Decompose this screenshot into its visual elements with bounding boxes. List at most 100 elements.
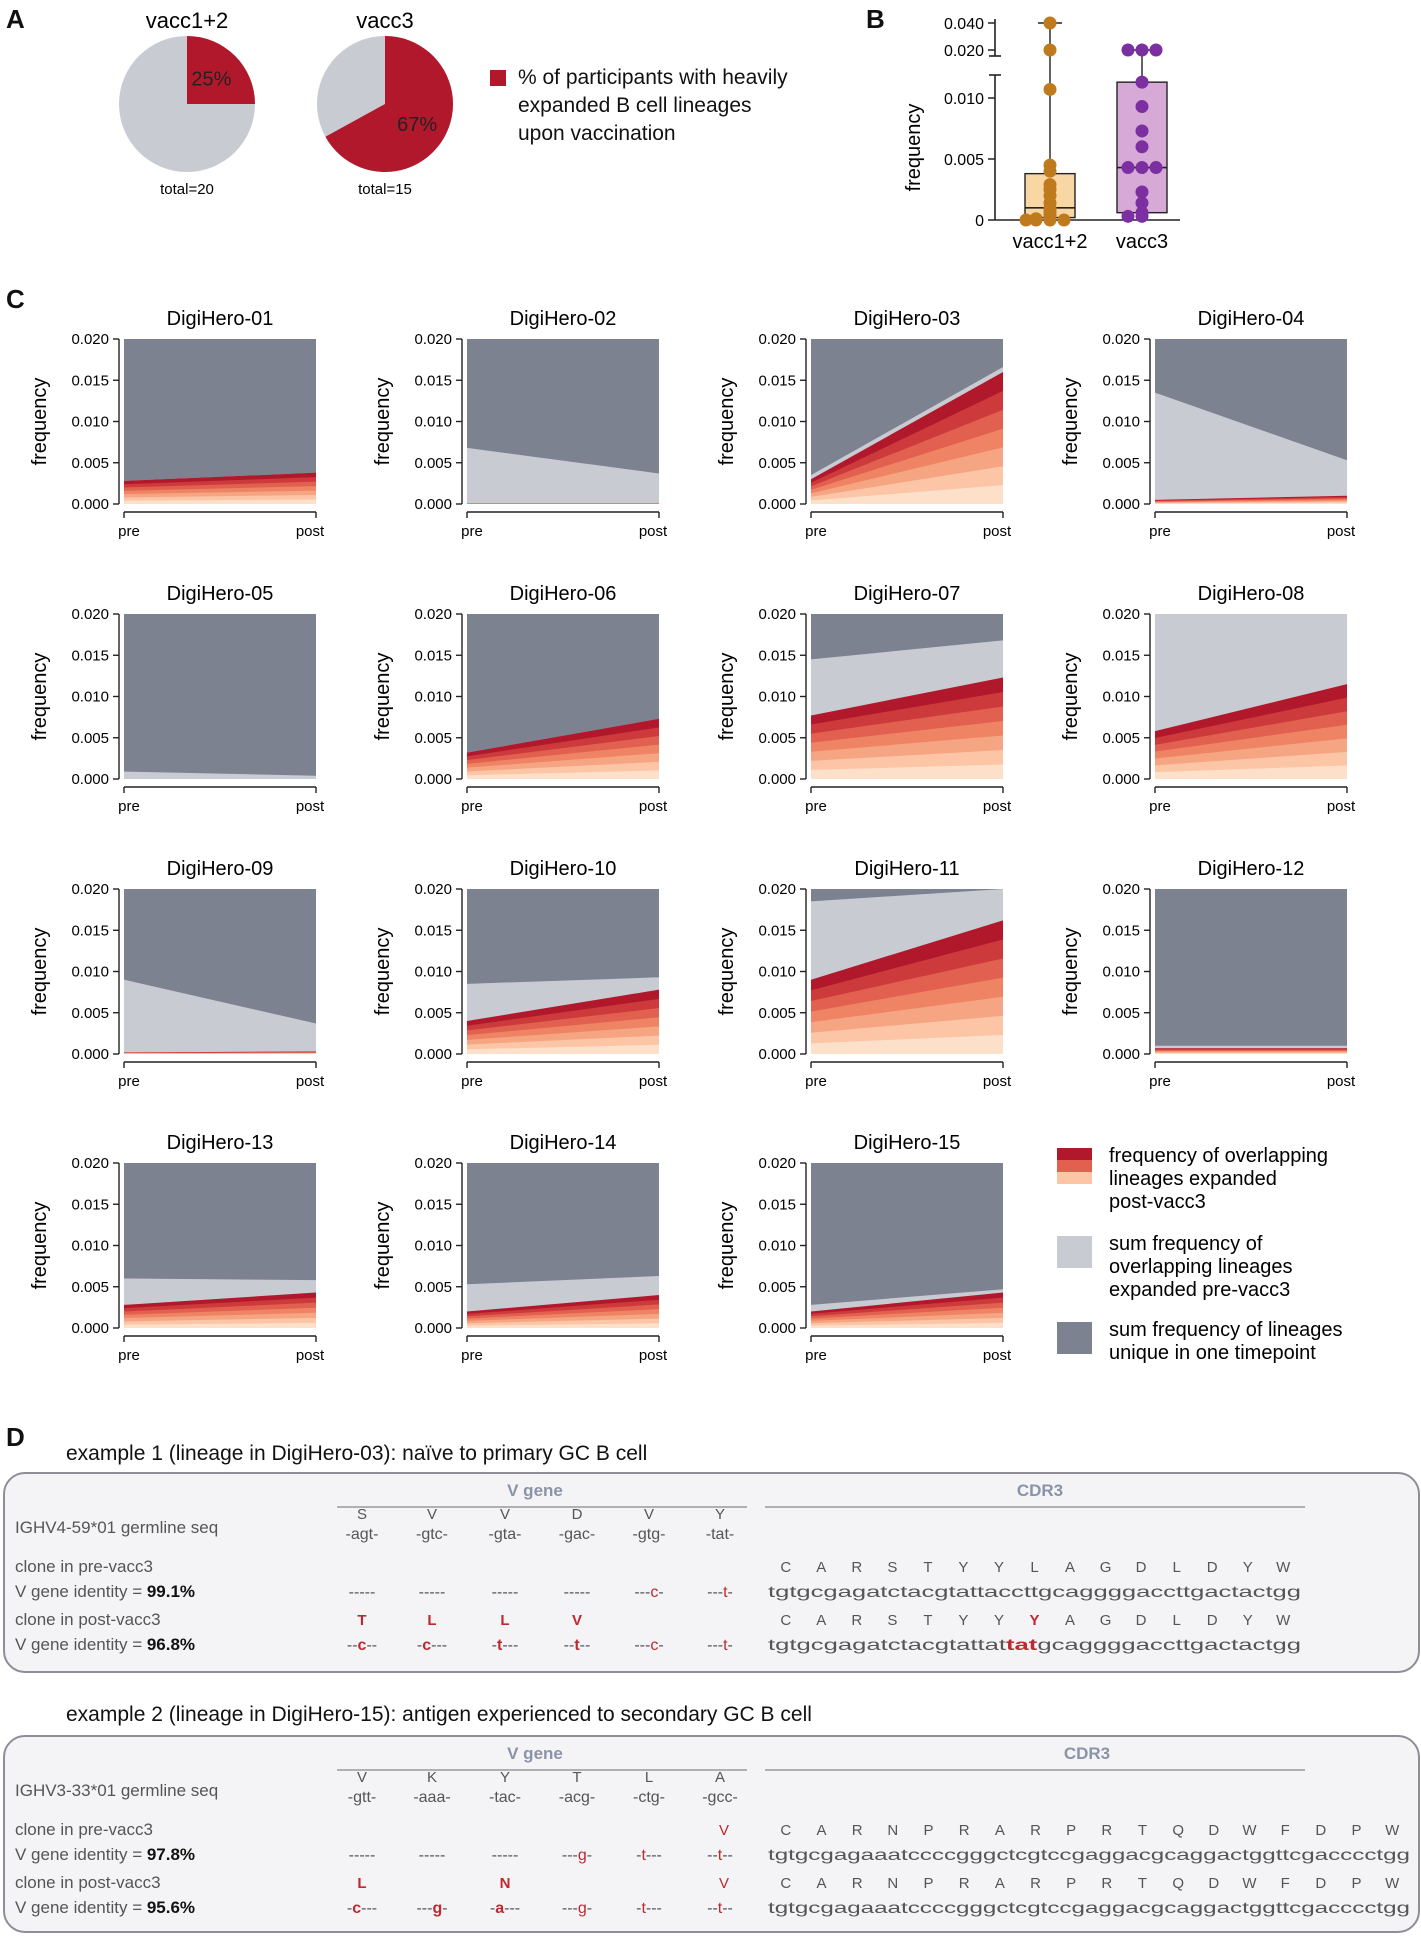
cdr3-aa: D (1315, 1822, 1326, 1839)
x-tick-label: post (296, 1073, 325, 1090)
cdr3-aa: S (887, 1559, 897, 1576)
cdr3-aa: A (816, 1559, 826, 1576)
x-tick-label: post (983, 1073, 1012, 1090)
y-tick-label: 0.010 (71, 414, 109, 431)
cdr3-aa: T (1138, 1822, 1147, 1839)
germline-codon: -tat- (706, 1526, 734, 1543)
germline-aa: Y (500, 1769, 510, 1786)
v-codon: ----- (419, 1584, 446, 1601)
germline-codon: -agt- (346, 1526, 379, 1543)
v-codon: -t--- (636, 1900, 662, 1917)
legend-swatch-red (1057, 1172, 1092, 1184)
y-tick-label: 0.010 (414, 414, 452, 431)
subplot-digihero-11: DigiHero-110.0000.0050.0100.0150.020freq… (716, 858, 1012, 1090)
data-point (1136, 124, 1149, 137)
y-axis-label: frequency (372, 653, 394, 741)
y-tick-label: 0.005 (758, 730, 796, 747)
y-tick-label: 0.020 (944, 43, 984, 60)
y-tick-label: 0.005 (758, 455, 796, 472)
v-codon: --t-- (707, 1900, 733, 1917)
data-point (1136, 140, 1149, 153)
v-gene-header: V gene (507, 1744, 563, 1763)
legend-label: unique in one timepoint (1109, 1342, 1316, 1364)
y-tick-label: 0.020 (414, 331, 452, 348)
x-tick-label: post (296, 798, 325, 815)
x-tick-label: pre (118, 1347, 140, 1364)
subplot-digihero-01: DigiHero-010.0000.0050.0100.0150.020freq… (29, 308, 325, 540)
cdr3-aa: A (995, 1875, 1005, 1892)
cdr3-aa: P (1351, 1822, 1361, 1839)
y-tick-label: 0.010 (1102, 689, 1140, 706)
x-tick-label: pre (805, 798, 827, 815)
y-tick-label: 0.020 (758, 1155, 796, 1172)
cdr3-aa: Y (958, 1612, 968, 1629)
v-gene-header: V gene (507, 1481, 563, 1500)
germline-codon: -gtt- (348, 1789, 376, 1806)
data-point (1058, 214, 1071, 227)
example1-title: example 1 (lineage in DigiHero-03): naïv… (66, 1442, 647, 1466)
pre-identity: V gene identity = 97.8% (15, 1845, 195, 1864)
germline-aa: V (644, 1506, 654, 1523)
germline-codon: -gtg- (633, 1526, 666, 1543)
subplot-title: DigiHero-11 (854, 858, 959, 880)
cdr3-aa: P (923, 1875, 933, 1892)
y-tick-label: 0.020 (414, 606, 452, 623)
x-tick-label: post (296, 523, 325, 540)
x-tick-label: pre (805, 523, 827, 540)
post-label: clone in post-vacc3 (15, 1873, 161, 1892)
cdr3-aa: R (1030, 1822, 1041, 1839)
v-codon: -a--- (490, 1900, 520, 1917)
x-tick-label: pre (805, 1073, 827, 1090)
cdr3-aa: L (1172, 1612, 1180, 1629)
cdr3-aa: D (1208, 1822, 1219, 1839)
germline-codon: -gac- (559, 1526, 595, 1543)
germline-label: IGHV4-59*01 germline seq (15, 1518, 218, 1537)
x-tick-label: pre (1149, 1073, 1171, 1090)
legend-label: lineages expanded (1109, 1168, 1277, 1190)
cdr3-aa: W (1276, 1559, 1291, 1576)
y-tick-label: 0.000 (414, 771, 452, 788)
y-axis-label: frequency (716, 1202, 738, 1290)
cdr3-aa: N (887, 1822, 898, 1839)
y-tick-label: 0.015 (758, 1196, 796, 1213)
germline-codon: -ctg- (633, 1789, 665, 1806)
y-tick-label: 0.015 (414, 922, 452, 939)
y-axis-label: frequency (29, 378, 51, 466)
y-tick-label: 0.005 (1102, 1005, 1140, 1022)
legend-swatch-light (1057, 1236, 1092, 1268)
cdr3-nt: tgtgcgagaaatccccgggctcgtccgaggacgcaggact… (768, 1900, 1410, 1917)
germline-label: IGHV3-33*01 germline seq (15, 1781, 218, 1800)
subplot-title: DigiHero-03 (854, 308, 961, 330)
x-tick-label: pre (1149, 798, 1171, 815)
cdr3-aa: A (816, 1875, 826, 1892)
cdr3-aa: C (780, 1559, 791, 1576)
germline-aa: V (357, 1769, 367, 1786)
x-tick-label: post (1327, 798, 1356, 815)
y-tick-label: 0.010 (414, 1238, 452, 1255)
y-tick-label: 0.000 (71, 771, 109, 788)
subplot-digihero-08: DigiHero-080.0000.0050.0100.0150.020freq… (1060, 583, 1356, 815)
cdr3-nt: tgtgcgagatctacgtattaccttgcaggggaccttgact… (768, 1584, 1301, 1601)
germline-aa: D (572, 1506, 583, 1523)
subplot-title: DigiHero-09 (167, 858, 274, 880)
y-tick-label: 0.015 (414, 647, 452, 664)
y-tick-label: 0.020 (71, 331, 109, 348)
cdr3-aa: Q (1172, 1822, 1184, 1839)
x-tick-label: post (639, 523, 668, 540)
y-axis-label: frequency (1060, 653, 1082, 741)
pie-caption: total=15 (358, 181, 412, 198)
y-tick-label: 0.005 (414, 455, 452, 472)
subplot-digihero-09: DigiHero-090.0000.0050.0100.0150.020freq… (29, 858, 325, 1090)
y-axis-label: frequency (29, 1202, 51, 1290)
y-tick-label: 0.015 (414, 372, 452, 389)
pie-caption: total=20 (160, 181, 214, 198)
y-axis-label: frequency (372, 378, 394, 466)
pie-slice-label: 67% (397, 114, 437, 136)
cdr3-aa: R (852, 1875, 863, 1892)
cdr3-aa: C (780, 1612, 791, 1629)
data-point (1044, 165, 1057, 178)
example2-title: example 2 (lineage in DigiHero-15): anti… (66, 1703, 812, 1727)
y-tick-label: 0.005 (944, 152, 984, 169)
x-tick-label: post (983, 798, 1012, 815)
